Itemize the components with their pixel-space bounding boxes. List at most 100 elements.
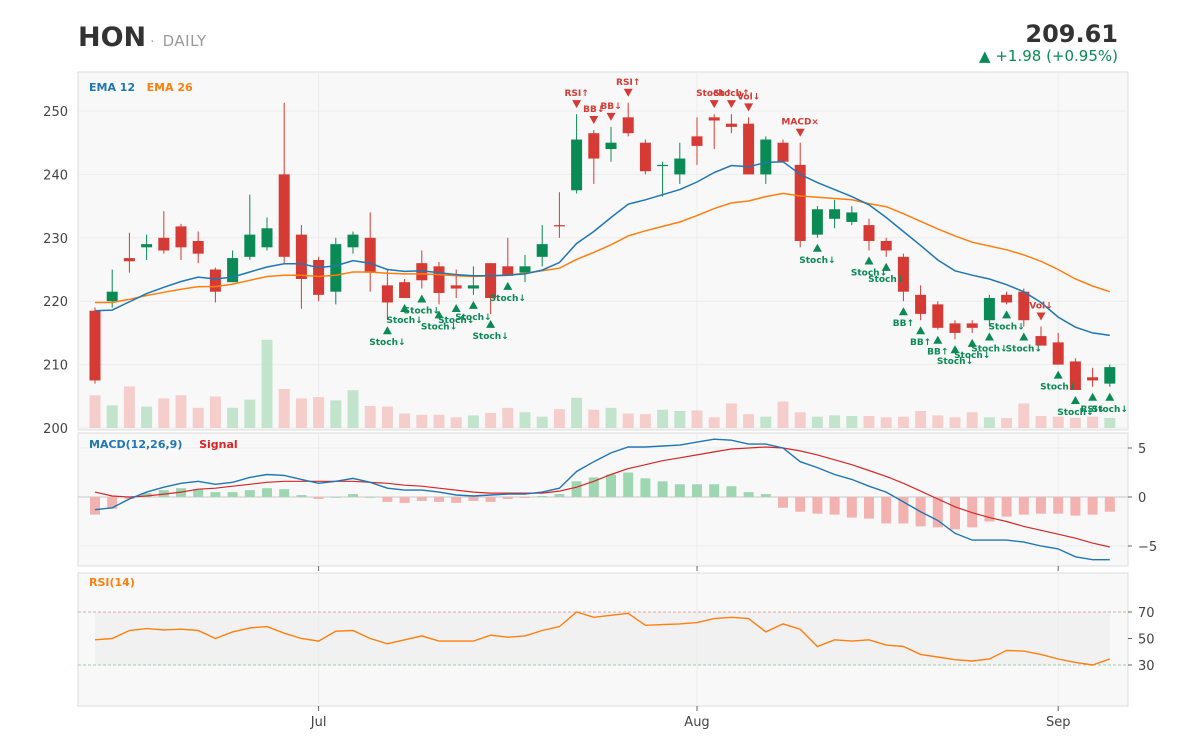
interval-label: DAILY [162, 32, 207, 50]
volume-bar [553, 409, 565, 428]
signal-label: Stoch↓ [1040, 383, 1076, 393]
candle-body [244, 234, 256, 257]
price-tick-label: 240 [43, 168, 68, 183]
candle-body [536, 244, 548, 257]
macd-histogram-bar [657, 481, 668, 497]
volume-bar [760, 416, 772, 428]
candle-body [1104, 367, 1116, 384]
signal-label: Stoch↓ [455, 313, 491, 323]
price-tick-label: 220 [43, 295, 68, 310]
macd-histogram-bar [1036, 497, 1046, 514]
macd-histogram-bar [571, 481, 582, 497]
macd-histogram-bar [537, 496, 548, 497]
signal-label: Stoch↓ [937, 357, 973, 367]
volume-bar [605, 407, 617, 428]
signal-label: Stoch↓ [472, 332, 508, 342]
macd-histogram-bar [485, 497, 496, 502]
signal-label: RSI↓ [1080, 405, 1104, 415]
volume-bar [192, 407, 204, 428]
signal-label: Stoch↓ [1057, 408, 1093, 418]
volume-bar [347, 390, 359, 428]
macd-histogram-bar [554, 494, 565, 497]
buy-signal-marker [950, 345, 960, 354]
title-separator: · [150, 34, 155, 50]
volume-bar [364, 405, 376, 428]
rsi-tick-label: 50 [1138, 633, 1155, 648]
volume-bar [639, 414, 651, 428]
candle-body [1069, 361, 1081, 390]
sell-signal-marker [726, 100, 736, 109]
volume-bar [777, 401, 789, 428]
macd-histogram-bar [141, 493, 152, 497]
candle-body [949, 323, 961, 333]
price-tick-label: 200 [43, 422, 68, 437]
macd-histogram-bar [313, 497, 324, 499]
volume-bar [1087, 416, 1099, 428]
signal-label: Stoch↓ [490, 294, 526, 304]
buy-signal-marker [984, 332, 994, 341]
buy-signal-marker [933, 335, 943, 344]
sell-signal-marker [606, 112, 616, 121]
candle-body [502, 266, 514, 276]
macd-histogram-bar [1104, 497, 1115, 512]
volume-bar [399, 413, 411, 428]
macd-histogram-bar [244, 490, 255, 497]
time-tick-label: Jul [310, 715, 327, 730]
ema26-line [95, 192, 1111, 304]
rsi-tick-label: 30 [1138, 659, 1155, 674]
buy-signal-marker [417, 294, 427, 303]
macd-histogram-bar [606, 474, 616, 497]
signal-label: Stoch↑ [713, 89, 749, 99]
volume-bar [416, 414, 428, 428]
buy-signal-marker [1105, 392, 1115, 401]
candle-body [1018, 291, 1030, 321]
signal-label: MACD× [781, 118, 819, 128]
candle-body [450, 285, 462, 289]
macd-histogram-bar [726, 486, 737, 497]
candle-body [519, 266, 531, 273]
candle-body [674, 158, 686, 175]
signal-label: Stoch↓ [369, 338, 405, 348]
volume-bar [588, 409, 600, 428]
buy-signal-marker [898, 307, 908, 316]
buy-signal-marker [1088, 392, 1098, 401]
panel-backgrounds [77, 71, 1129, 707]
macd-histogram-bar [1018, 497, 1029, 515]
candle-body [915, 294, 927, 314]
signal-label: Stoch↓ [971, 345, 1007, 355]
macd-histogram-bar [520, 497, 530, 498]
macd-legend-entry: Signal [199, 438, 238, 451]
macd-histogram-bar [210, 492, 221, 497]
macd-histogram-bar [778, 497, 788, 508]
price-change: ▲ +1.98 (+0.95%) [979, 47, 1118, 65]
candle-body [863, 225, 875, 241]
candle-body [829, 209, 841, 219]
candle-body [605, 142, 617, 150]
candle-body [141, 244, 153, 248]
last-price: 209.61 [1025, 20, 1118, 48]
candle-body [897, 256, 909, 292]
candle-body [278, 174, 290, 257]
candle-body [932, 304, 944, 328]
buy-signal-marker [1019, 332, 1029, 341]
candle-body [571, 139, 583, 191]
macd-histogram-bar [107, 497, 118, 509]
volume-bar [1018, 403, 1030, 428]
buy-signal-marker [1002, 310, 1012, 319]
candle-body [1035, 336, 1047, 346]
macd-histogram-bar [846, 497, 857, 518]
macd-histogram-bar [950, 497, 960, 530]
time-tick-label: Aug [684, 715, 709, 730]
volume-bar [450, 417, 462, 428]
candle-body [657, 164, 669, 167]
volume-bar [811, 416, 823, 428]
volume-bar [295, 398, 307, 428]
volume-bar [829, 415, 841, 428]
signal-line [94, 446, 1110, 548]
candle-body [983, 298, 995, 321]
signal-label: Stoch↑ [696, 89, 732, 99]
buy-signal-marker [967, 338, 977, 347]
macd-histogram-bar [760, 494, 771, 497]
volume-bar [794, 412, 806, 428]
signal-label: Vol↓ [1029, 302, 1052, 312]
